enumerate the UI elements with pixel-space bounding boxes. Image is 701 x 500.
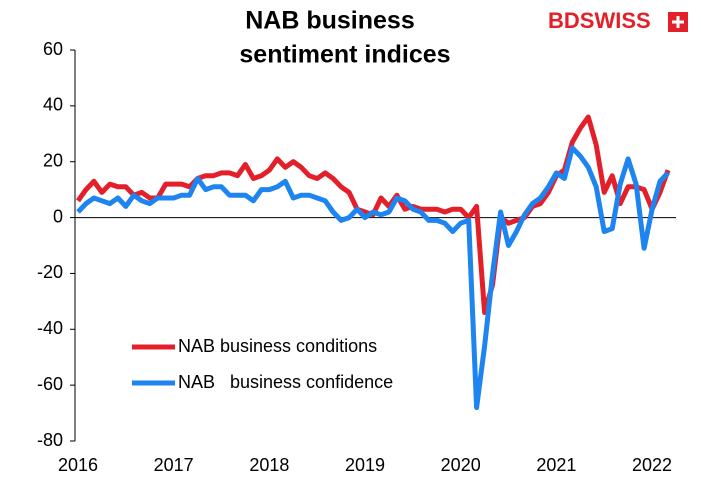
x-tick-label: 2016 <box>58 455 98 475</box>
legend-label: NAB business conditions <box>178 336 377 356</box>
x-tick-label: 2019 <box>345 455 385 475</box>
y-tick-label: -40 <box>37 318 63 338</box>
y-tick-label: -60 <box>37 374 63 394</box>
x-tick-label: 2021 <box>536 455 576 475</box>
logo-cross <box>672 16 684 28</box>
x-tick-label: 2022 <box>632 455 672 475</box>
legend-label: NAB business confidence <box>178 372 393 392</box>
y-tick-label: 20 <box>43 150 63 170</box>
y-tick-label: 0 <box>53 206 63 226</box>
y-tick-label: -80 <box>37 430 63 450</box>
y-tick-label: 60 <box>43 39 63 59</box>
y-tick-label: -20 <box>37 262 63 282</box>
series-line <box>76 145 670 410</box>
chart-title: NAB business <box>245 7 414 35</box>
x-tick-label: 2020 <box>441 455 481 475</box>
chart-title: sentiment indices <box>239 41 450 69</box>
logo: BDSWISS <box>548 8 651 33</box>
x-tick-label: 2017 <box>154 455 194 475</box>
x-tick-label: 2018 <box>249 455 289 475</box>
y-tick-label: 40 <box>43 95 63 115</box>
